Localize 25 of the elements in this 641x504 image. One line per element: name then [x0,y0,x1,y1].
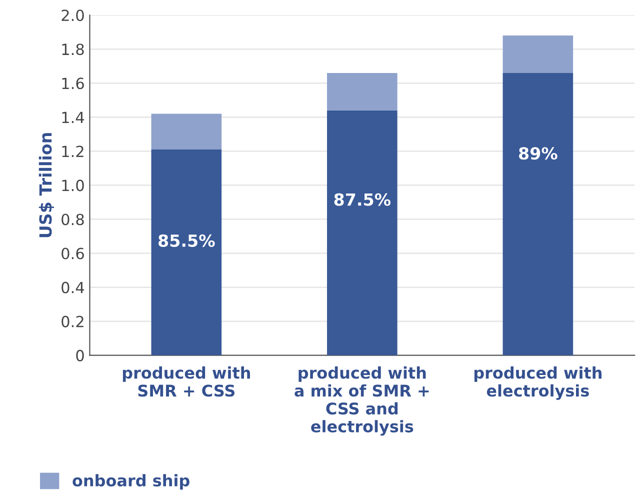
y-tick-label: 1.4 [62,112,84,123]
y-axis-title: US$ Trillion [38,133,54,238]
y-tick-label: 1.8 [62,44,84,56]
y-tick-label: 1.0 [62,180,84,192]
y-tick-label: 0.2 [62,316,84,328]
x-tick-label: produced with a mix of SMR + CSS and electrolysis [294,366,429,436]
bar [502,72,574,356]
bar [151,114,222,150]
y-tick-label: 0 [76,350,84,362]
y-tick-label: 0.6 [62,248,84,260]
y-tick-label: 1.2 [62,146,84,158]
bar [327,110,398,356]
bar [502,36,574,73]
bar [327,72,398,110]
x-tick-label: produced with electrolysis [474,366,602,400]
bar [151,150,222,356]
annotation: 89% [518,147,558,160]
y-tick-label: 0.8 [62,214,84,226]
y-tick-label: 0.4 [62,282,84,294]
legend-label: onboard ship [72,474,190,490]
y-tick-label: 1.6 [62,78,84,90]
y-tick-label: 2.0 [62,10,84,22]
x-tick-label: produced with SMR + CSS [122,366,250,397]
annotation: 87.5% [334,193,391,206]
annotation: 85.5% [158,234,215,247]
